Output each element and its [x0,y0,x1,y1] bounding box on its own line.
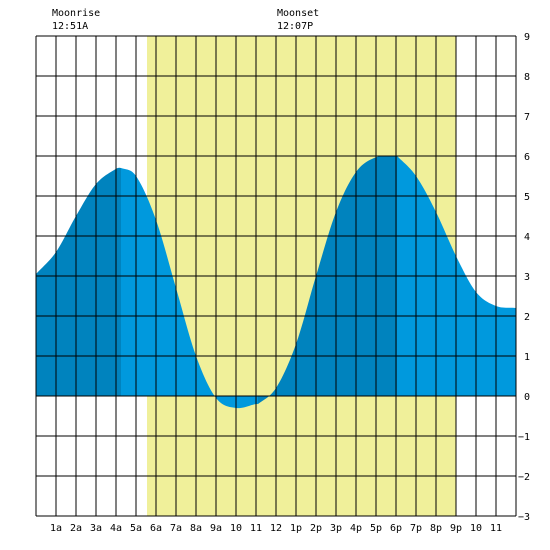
y-tick-label: −1 [518,432,530,443]
y-tick-label: 9 [524,32,530,43]
y-tick-label: 1 [524,352,530,363]
x-tick-label: 2a [70,523,82,534]
x-tick-label: 4a [110,523,122,534]
y-tick-label: 5 [524,192,530,203]
x-tick-label: 9a [210,523,222,534]
y-tick-label: 8 [524,72,530,83]
x-tick-label: 7a [170,523,182,534]
x-tick-label: 4p [350,523,362,534]
y-tick-label: 7 [524,112,530,123]
moonset-time: 12:07P [277,21,313,32]
y-tick-label: 0 [524,392,530,403]
moonrise-time: 12:51A [52,21,88,32]
x-tick-label: 2p [310,523,322,534]
y-tick-label: 6 [524,152,530,163]
x-tick-label: 3p [330,523,342,534]
moonset-label: Moonset [277,8,319,19]
x-tick-label: 11 [490,523,502,534]
y-tick-label: −2 [518,472,530,483]
tide-rising-area [36,167,121,396]
x-tick-label: 10 [470,523,482,534]
y-tick-label: −3 [518,512,530,523]
x-tick-label: 6p [390,523,402,534]
x-tick-label: 3a [90,523,102,534]
x-tick-label: 8a [190,523,202,534]
x-tick-label: 1p [290,523,302,534]
x-tick-label: 5a [130,523,142,534]
x-tick-label: 6a [150,523,162,534]
y-tick-label: 4 [524,232,530,243]
x-tick-label: 5p [370,523,382,534]
moonrise-label: Moonrise [52,8,100,19]
x-tick-label: 9p [450,523,462,534]
x-tick-label: 1a [50,523,62,534]
x-tick-label: 11 [250,523,262,534]
x-tick-label: 7p [410,523,422,534]
x-tick-label: 12 [270,523,282,534]
tide-falling-area [121,168,258,409]
tide-rising-area [258,155,397,404]
y-tick-label: 3 [524,272,530,283]
y-tick-label: 2 [524,312,530,323]
x-tick-label: 10 [230,523,242,534]
x-tick-label: 8p [430,523,442,534]
